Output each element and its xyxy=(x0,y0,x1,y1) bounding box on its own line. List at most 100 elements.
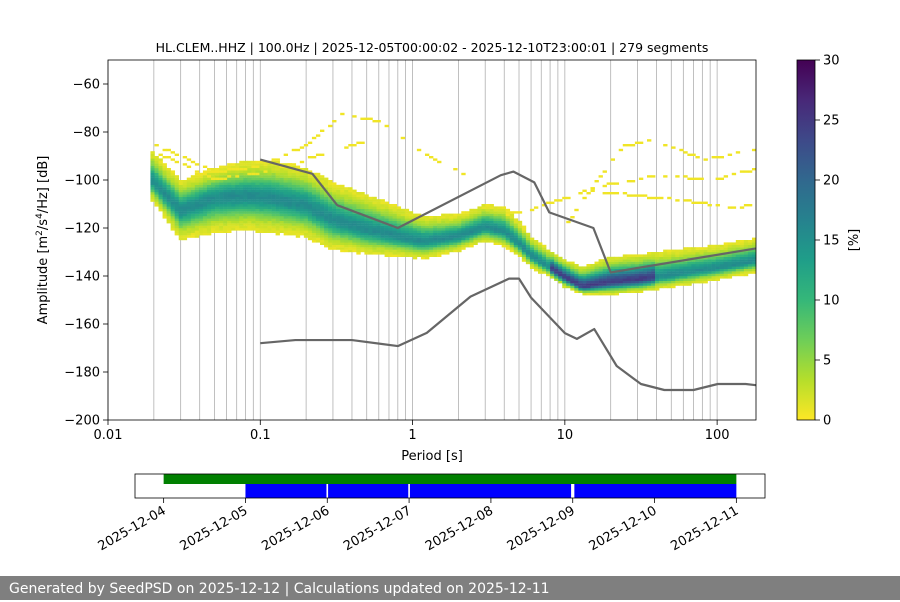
psd-cell xyxy=(255,228,260,231)
psd-cell xyxy=(590,290,595,293)
psd-cell xyxy=(501,223,507,226)
psd-cell xyxy=(424,256,430,260)
psd-cell xyxy=(352,232,357,236)
psd-segment-bar xyxy=(328,484,409,498)
psd-cell xyxy=(348,192,353,195)
psd-cell xyxy=(215,218,220,221)
psd-cell xyxy=(303,208,309,212)
psd-cell xyxy=(219,216,224,219)
psd-cell xyxy=(186,187,192,190)
psd-cell xyxy=(348,206,353,209)
psd-cell xyxy=(465,244,470,248)
psd-outlier-cell xyxy=(610,192,616,195)
psd-cell xyxy=(182,213,188,217)
psd-cell xyxy=(420,256,426,260)
psd-cell xyxy=(630,290,636,293)
psd-cell xyxy=(324,230,329,233)
psd-cell xyxy=(332,206,337,209)
psd-cell xyxy=(445,240,450,243)
psd-cell xyxy=(630,278,636,281)
psd-cell xyxy=(429,225,434,229)
psd-cell xyxy=(392,244,398,248)
psd-cell xyxy=(251,211,256,214)
psd-cell xyxy=(376,208,381,212)
psd-cell xyxy=(202,184,208,188)
psd-cell xyxy=(376,225,381,229)
psd-cell xyxy=(372,211,377,214)
psd-cell xyxy=(259,170,264,173)
psd-cell xyxy=(158,192,163,195)
psd-cell xyxy=(182,189,188,193)
psd-cell xyxy=(477,235,482,238)
psd-cell xyxy=(445,242,450,245)
psd-cell xyxy=(610,283,616,286)
psd-cell xyxy=(267,196,272,200)
psd-cell xyxy=(158,168,163,171)
date-tick-label: 2025-12-10 xyxy=(587,503,660,554)
psd-cell xyxy=(372,237,377,241)
psd-cell xyxy=(324,194,329,197)
x-axis-label: Period [s] xyxy=(401,449,463,464)
psd-cell xyxy=(582,266,587,269)
psd-cell xyxy=(376,206,381,209)
psd-cell xyxy=(566,278,571,281)
psd-cell xyxy=(227,163,232,166)
psd-cell xyxy=(392,254,398,257)
psd-cell xyxy=(509,232,515,236)
psd-cell xyxy=(227,182,232,185)
psd-cell xyxy=(352,194,357,197)
psd-cell xyxy=(679,256,684,260)
psd-cell xyxy=(194,187,200,190)
psd-cell xyxy=(352,201,357,205)
psd-cell xyxy=(529,266,535,269)
psd-cell xyxy=(303,204,309,207)
psd-cell xyxy=(437,225,442,229)
psd-cell xyxy=(618,271,624,274)
psd-cell xyxy=(303,187,309,190)
psd-cell xyxy=(227,170,232,173)
psd-cell xyxy=(315,232,321,236)
psd-cell xyxy=(251,192,256,195)
psd-cell xyxy=(574,271,579,274)
psd-cell xyxy=(215,187,220,190)
psd-cell xyxy=(433,232,438,236)
psd-cell xyxy=(158,160,163,164)
psd-cell xyxy=(174,184,180,188)
psd-cell xyxy=(227,228,232,231)
psd-outlier-cell xyxy=(630,180,636,183)
psd-cell xyxy=(150,170,155,173)
psd-cell xyxy=(291,225,297,229)
psd-cell xyxy=(622,285,628,289)
psd-cell xyxy=(198,220,204,224)
psd-cell xyxy=(671,256,676,260)
psd-cell xyxy=(295,223,301,226)
psd-cell xyxy=(687,252,692,255)
psd-cell xyxy=(634,259,640,262)
psd-cell xyxy=(420,220,426,224)
psd-outlier-cell xyxy=(566,220,571,224)
psd-cell xyxy=(719,266,725,269)
psd-cell xyxy=(336,192,341,195)
psd-cell xyxy=(695,252,700,255)
psd-cell xyxy=(320,201,325,205)
psd-cell xyxy=(182,223,188,226)
psd-outlier-cell xyxy=(186,165,192,168)
psd-cell xyxy=(380,252,385,255)
psd-cell xyxy=(340,242,345,245)
psd-cell xyxy=(396,230,402,233)
psd-cell xyxy=(412,220,418,224)
psd-cell xyxy=(291,230,297,233)
psd-cell xyxy=(239,223,244,226)
psd-cell xyxy=(348,194,353,197)
psd-cell xyxy=(352,228,357,231)
psd-cell xyxy=(275,204,280,207)
psd-cell xyxy=(501,230,507,233)
psd-outlier-cell xyxy=(320,129,325,132)
psd-cell xyxy=(481,228,486,231)
psd-cell xyxy=(198,194,204,197)
psd-cell xyxy=(695,276,700,279)
psd-cell xyxy=(154,194,159,197)
psd-cell xyxy=(231,216,236,219)
psd-cell xyxy=(174,180,180,183)
psd-cell xyxy=(170,213,175,217)
